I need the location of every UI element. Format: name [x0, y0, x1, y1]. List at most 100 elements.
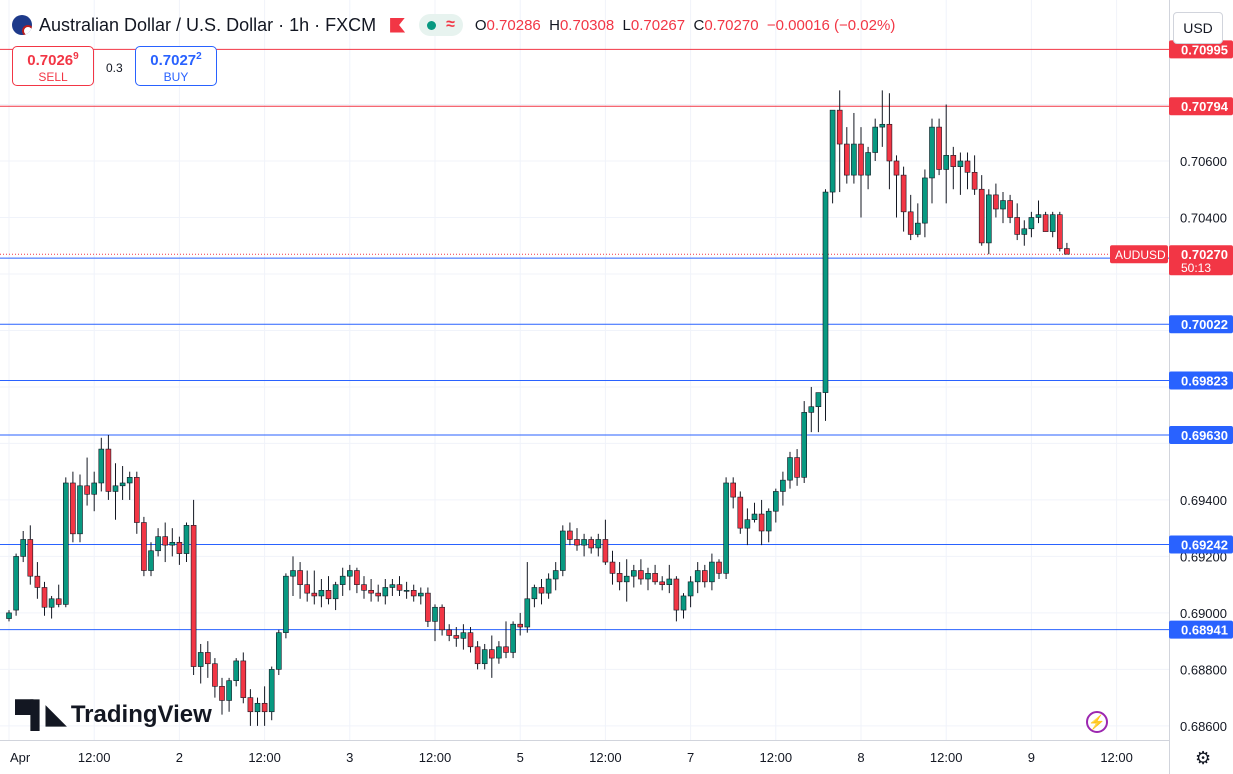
- current-price-tag-bg: [1169, 245, 1233, 276]
- time-tick-label: 3: [346, 750, 353, 765]
- candle-body: [616, 573, 623, 583]
- candle-body: [304, 584, 311, 594]
- support-tag-bg: [1169, 371, 1233, 390]
- candle-body: [439, 606, 445, 631]
- candle-body: [417, 592, 424, 597]
- candle-body: [368, 590, 374, 594]
- candle-body: [325, 590, 332, 600]
- candle-body: [112, 485, 119, 492]
- candle-body: [957, 160, 964, 167]
- candle-body: [467, 632, 474, 648]
- candle-body: [1007, 200, 1013, 218]
- candle-body: [510, 623, 516, 653]
- candle-body: [1057, 214, 1063, 249]
- candle-body: [20, 539, 27, 557]
- candle-body: [446, 629, 453, 636]
- tradingview-logo[interactable]: ▀▌◣ TradingView: [15, 699, 212, 729]
- candle-body: [645, 573, 651, 580]
- candle-body: [545, 578, 552, 594]
- candle-body: [1021, 228, 1028, 235]
- candle-body: [290, 570, 296, 577]
- market-status-pill[interactable]: ≈: [419, 14, 463, 36]
- candle-body: [254, 702, 261, 713]
- candle-body: [964, 160, 971, 173]
- price-tick-label: 0.69400: [1180, 493, 1227, 508]
- candle-body: [751, 513, 758, 520]
- candle-body: [1028, 217, 1035, 230]
- candle-body: [524, 598, 531, 628]
- candle-body: [361, 584, 367, 591]
- sell-button[interactable]: 0.70269 SELL: [12, 46, 94, 86]
- candle-body: [197, 652, 204, 667]
- candle-body: [141, 522, 147, 571]
- candle-body: [716, 561, 722, 574]
- price-tick-label: 0.70400: [1180, 210, 1227, 225]
- candle-body: [84, 485, 90, 495]
- time-tick-label: 12:00: [930, 750, 963, 765]
- candle-body: [119, 482, 126, 487]
- candle-body: [105, 448, 112, 492]
- level-tags: 0.709950.707940.702560.700220.698230.696…: [1110, 40, 1233, 639]
- time-tick-label: 12:00: [78, 750, 111, 765]
- candle-body: [268, 669, 275, 713]
- candle-body: [730, 482, 737, 498]
- time-tick-label: 8: [857, 750, 864, 765]
- chart-header: Australian Dollar / U.S. Dollar · 1h · F…: [12, 14, 895, 36]
- resistance-tag-bg: [1169, 40, 1233, 59]
- symbol-title[interactable]: Australian Dollar / U.S. Dollar · 1h · F…: [39, 14, 377, 35]
- flag-marker-icon[interactable]: [390, 17, 406, 33]
- candle-body: [382, 587, 389, 597]
- candle-body: [794, 457, 800, 478]
- buy-button[interactable]: 0.70272 BUY: [135, 46, 217, 86]
- candle-body: [1042, 214, 1049, 232]
- candle-body: [900, 174, 907, 213]
- candle-body: [673, 578, 680, 611]
- candle-body: [950, 155, 957, 167]
- candles: [6, 90, 1070, 726]
- resistance-tag-bg: [1169, 97, 1233, 116]
- candle-body: [552, 570, 559, 580]
- candle-body: [460, 632, 467, 639]
- candle-body: [851, 143, 857, 176]
- candle-body: [638, 570, 644, 580]
- candle-body: [311, 592, 318, 597]
- candle-body: [339, 575, 346, 585]
- candle-body: [1000, 200, 1006, 210]
- candle-body: [346, 570, 353, 577]
- resistance-tag: 0.70995: [1181, 42, 1228, 57]
- time-tick-label: 12:00: [760, 750, 793, 765]
- settings-gear-icon[interactable]: ⚙: [1195, 748, 1212, 768]
- candle-body: [77, 485, 83, 535]
- candle-body: [985, 194, 992, 244]
- time-tick-label: 7: [687, 750, 694, 765]
- candle-body: [1064, 248, 1070, 255]
- symbol-tag-bg: [1110, 245, 1168, 264]
- time-tick-label: 9: [1028, 750, 1035, 765]
- candle-body: [297, 570, 303, 585]
- current-price-value: 0.70270: [1181, 247, 1228, 262]
- candle-body: [13, 556, 19, 611]
- support-tag: 0.70022: [1181, 317, 1228, 332]
- aud-usd-flag-icon: [12, 15, 32, 35]
- candle-body: [155, 536, 161, 552]
- candle-body: [134, 477, 140, 523]
- candle-body: [403, 590, 410, 592]
- candle-body: [517, 623, 524, 628]
- lightning-icon[interactable]: ⚡: [1086, 711, 1108, 733]
- time-tick-label: 12:00: [419, 750, 452, 765]
- candle-body: [126, 477, 133, 484]
- candle-body: [1035, 214, 1042, 218]
- candle-body: [886, 123, 893, 162]
- candle-body: [879, 123, 886, 128]
- candle-body: [481, 649, 488, 665]
- candle-body: [389, 584, 396, 588]
- candle-body: [943, 155, 950, 170]
- candle-body: [1014, 217, 1021, 235]
- candle-body: [687, 581, 694, 597]
- candle-body: [694, 570, 701, 583]
- currency-selector[interactable]: USD: [1173, 12, 1223, 44]
- support-tag-bg: [1169, 620, 1233, 639]
- support-tag: 0.69823: [1181, 373, 1228, 388]
- candle-body: [318, 590, 325, 597]
